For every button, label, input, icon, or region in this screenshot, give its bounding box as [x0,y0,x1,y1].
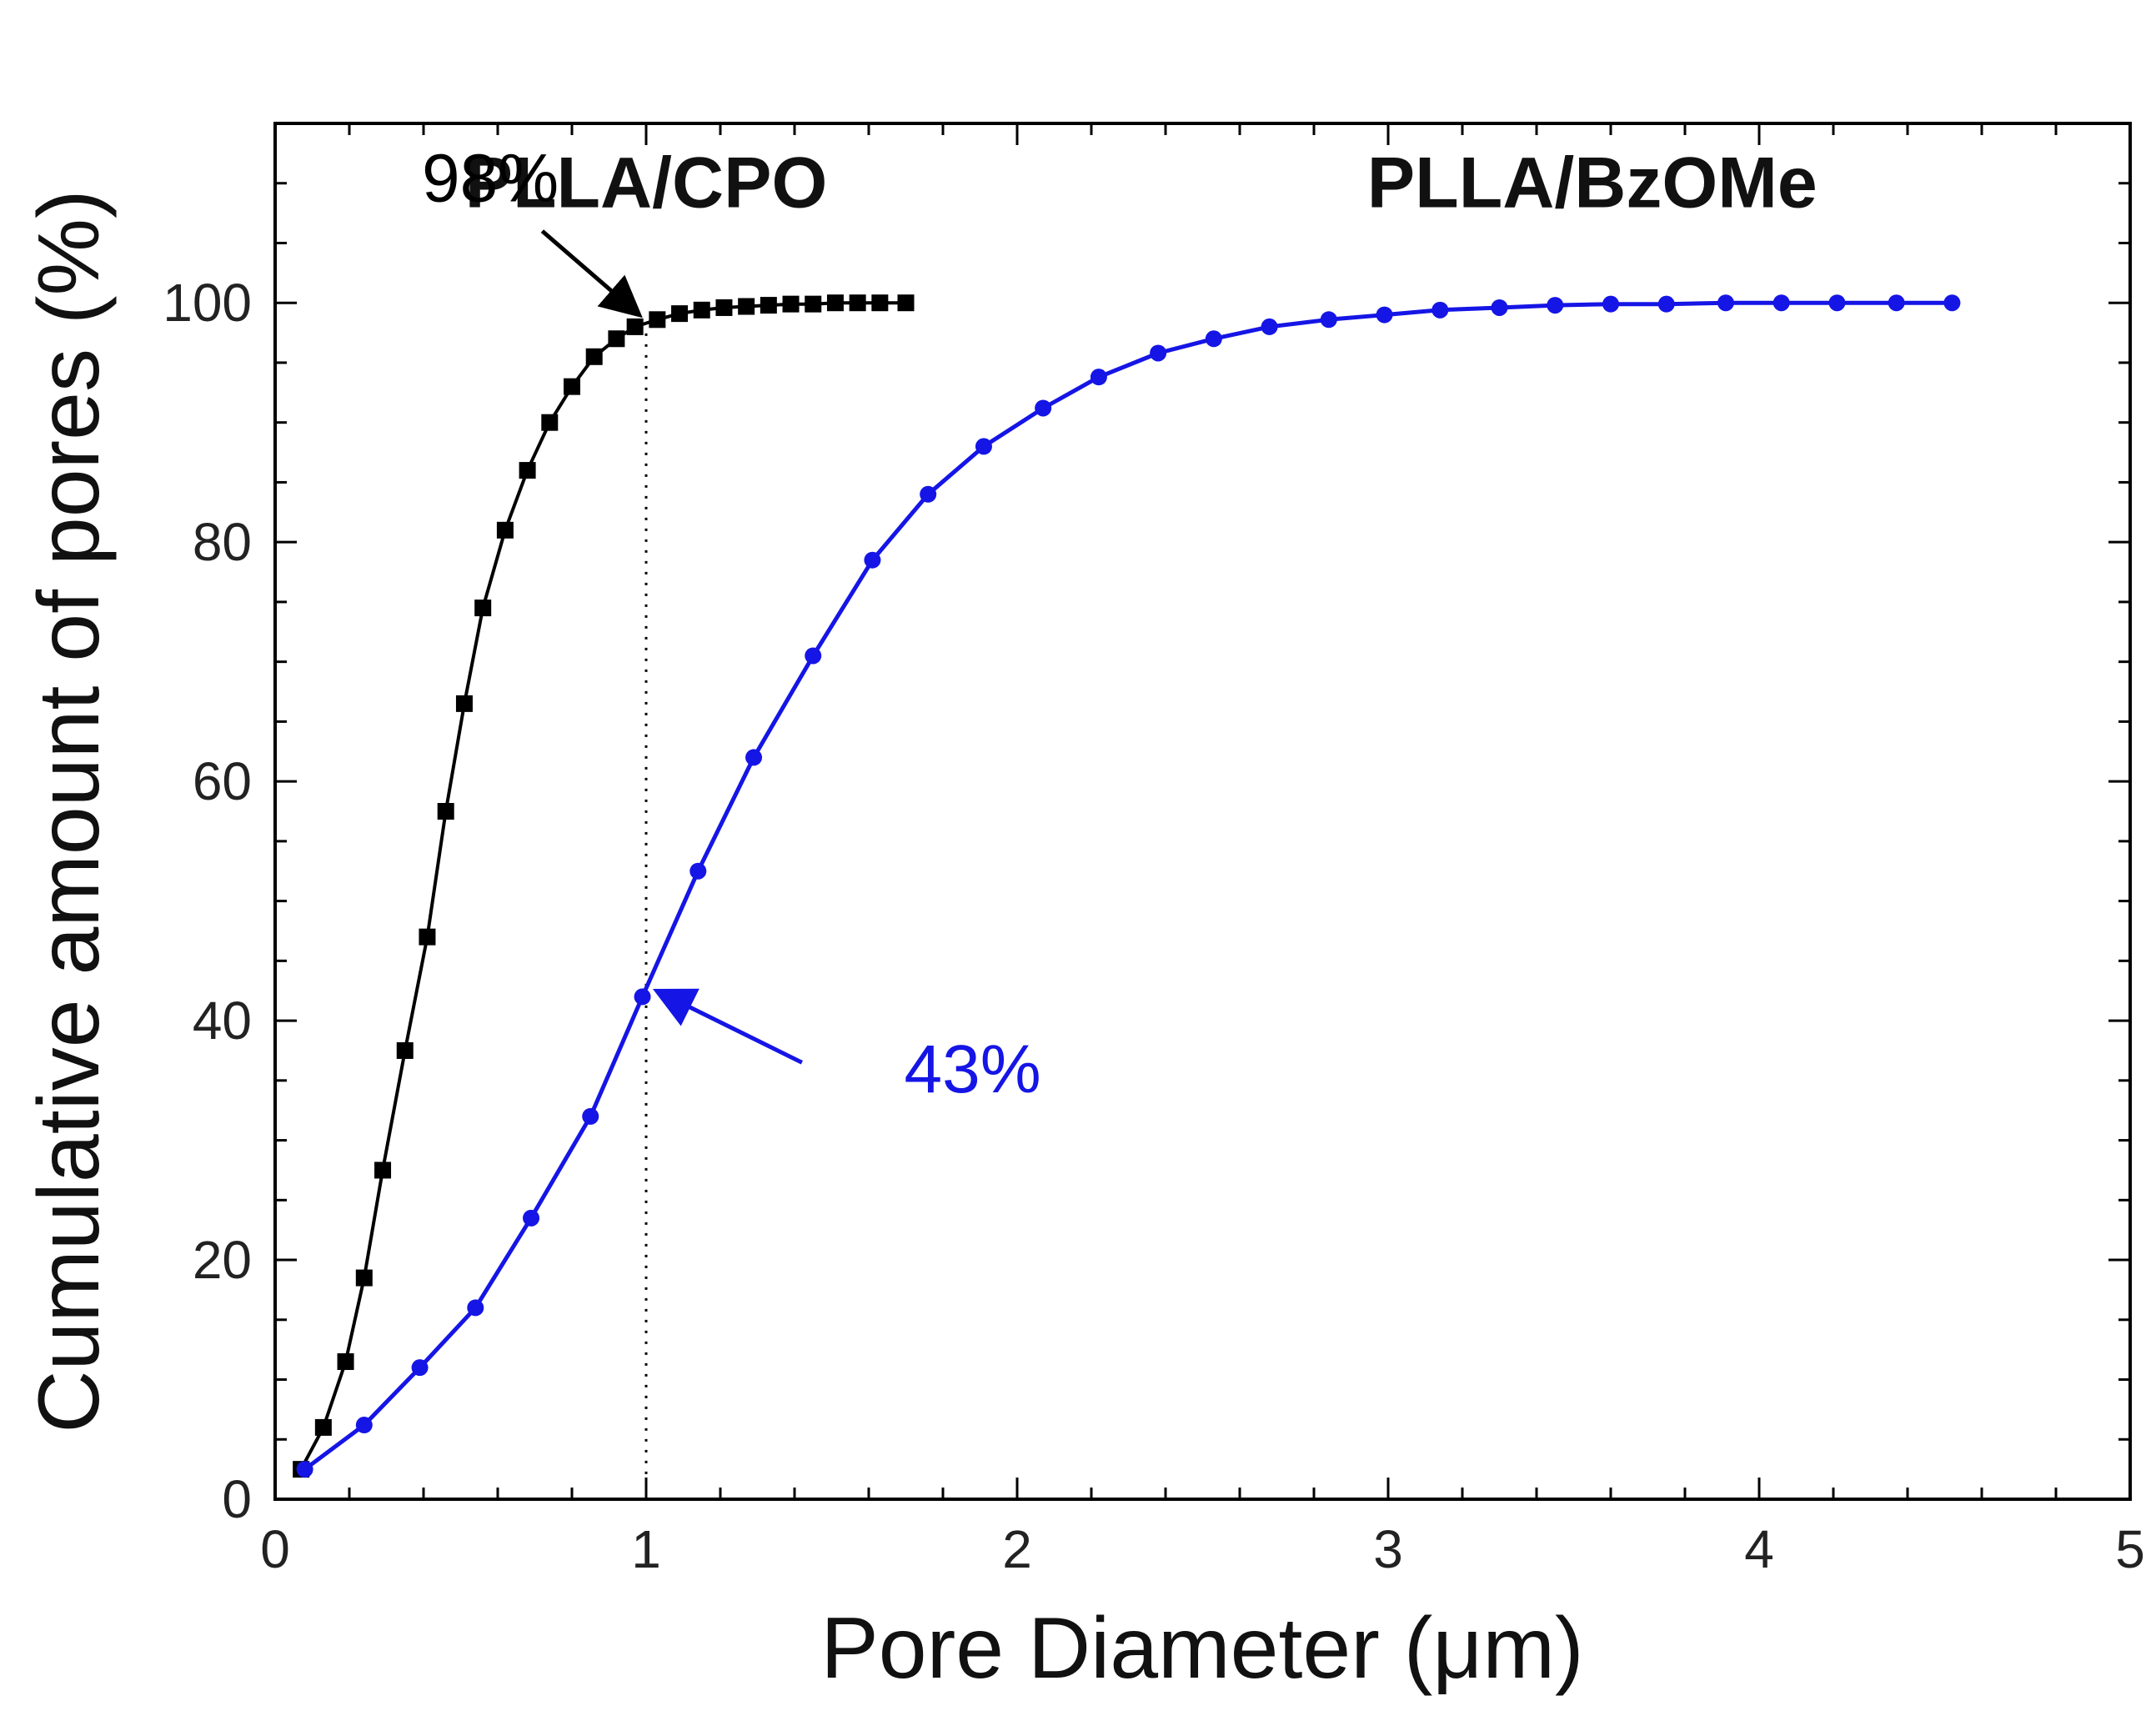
data-point-plla-bzome [1205,330,1222,348]
series-line-plla-cpo [299,301,906,1471]
data-point-plla-cpo [608,330,625,348]
data-point-plla-cpo [782,295,800,313]
y-tick-label: 20 [193,1230,252,1290]
annotation-arrow-1 [652,988,804,1065]
data-point-plla-bzome [805,647,822,665]
y-tick-label: 80 [193,512,252,572]
annotation-arrow-0 [540,229,643,319]
data-point-plla-bzome [1491,299,1508,316]
series-line-plla-bzome [303,300,1953,1472]
data-point-plla-bzome [1547,297,1564,314]
x-tick-label: 1 [631,1519,661,1579]
data-point-plla-bzome [467,1299,484,1317]
data-point-plla-cpo [564,378,580,395]
x-tick-label: 0 [260,1519,290,1579]
data-point-plla-cpo [871,294,889,312]
y-tick-label: 40 [193,991,252,1051]
y-tick-label: 100 [163,273,252,333]
data-point-plla-cpo [374,1162,392,1179]
data-point-plla-bzome [582,1107,599,1125]
data-point-plla-bzome [1090,369,1107,386]
y-axis-label: Cumulative amount of pores (%) [21,189,118,1432]
data-point-plla-bzome [1320,311,1337,329]
data-point-plla-cpo [738,298,755,315]
data-point-plla-bzome [355,1417,373,1434]
data-point-plla-bzome [1431,301,1449,319]
y-tick-label: 0 [222,1469,252,1529]
data-point-plla-bzome [920,485,937,503]
plot-frame [273,122,2132,1501]
data-point-plla-cpo [474,600,492,617]
x-tick-label: 3 [1373,1519,1403,1579]
data-point-plla-cpo [849,294,866,312]
data-point-plla-cpo [455,695,473,712]
data-point-plla-bzome [296,1461,313,1478]
data-point-plla-cpo [585,348,603,365]
x-axis-label: Pore Diameter (μm) [820,1600,1583,1697]
annotation-label-0: 98% [422,140,559,216]
data-point-plla-bzome [864,551,881,569]
data-point-plla-cpo [355,1269,373,1287]
data-point-plla-bzome [1150,344,1167,362]
data-point-plla-cpo [760,297,777,314]
series-label-plla-cpo: PLLA/CPO [465,143,828,223]
data-point-plla-bzome [634,988,651,1006]
x-tick-label: 5 [2115,1519,2145,1579]
data-point-plla-cpo [337,1353,354,1370]
y-tick-label: 60 [193,751,252,811]
data-point-plla-bzome [975,438,992,455]
data-point-plla-cpo [396,1041,414,1059]
data-point-plla-cpo [671,305,689,323]
data-point-plla-cpo [314,1418,332,1436]
data-point-plla-bzome [411,1359,429,1377]
data-point-plla-cpo [496,521,514,539]
series-label-plla-bzome: PLLA/BzOMe [1367,143,1818,223]
data-point-plla-cpo [519,462,536,479]
data-point-plla-cpo [826,294,844,312]
data-point-plla-bzome [1888,294,1905,312]
data-point-plla-cpo [626,318,644,335]
data-point-plla-bzome [523,1209,540,1227]
data-point-plla-cpo [715,299,733,316]
data-point-plla-cpo [437,803,454,820]
data-point-plla-bzome [745,749,763,766]
x-tick-label: 4 [1744,1519,1774,1579]
data-point-plla-bzome [1376,306,1393,324]
data-point-plla-bzome [1602,295,1619,313]
data-point-plla-bzome [1717,294,1734,312]
data-point-plla-bzome [689,862,707,880]
x-tick-label: 2 [1002,1519,1032,1579]
annotation-label-1: 43% [905,1031,1041,1107]
data-point-plla-bzome [1943,294,1961,312]
data-point-plla-cpo [649,311,666,329]
data-point-plla-cpo [693,301,710,319]
data-point-plla-cpo [897,294,915,312]
data-point-plla-bzome [1657,295,1675,313]
data-point-plla-cpo [419,928,436,946]
data-point-plla-bzome [1035,399,1052,417]
data-point-plla-cpo [805,295,822,313]
data-point-plla-bzome [1828,294,1846,312]
data-point-plla-bzome [1261,318,1278,335]
data-point-plla-bzome [1772,294,1790,312]
data-point-plla-cpo [541,414,559,431]
